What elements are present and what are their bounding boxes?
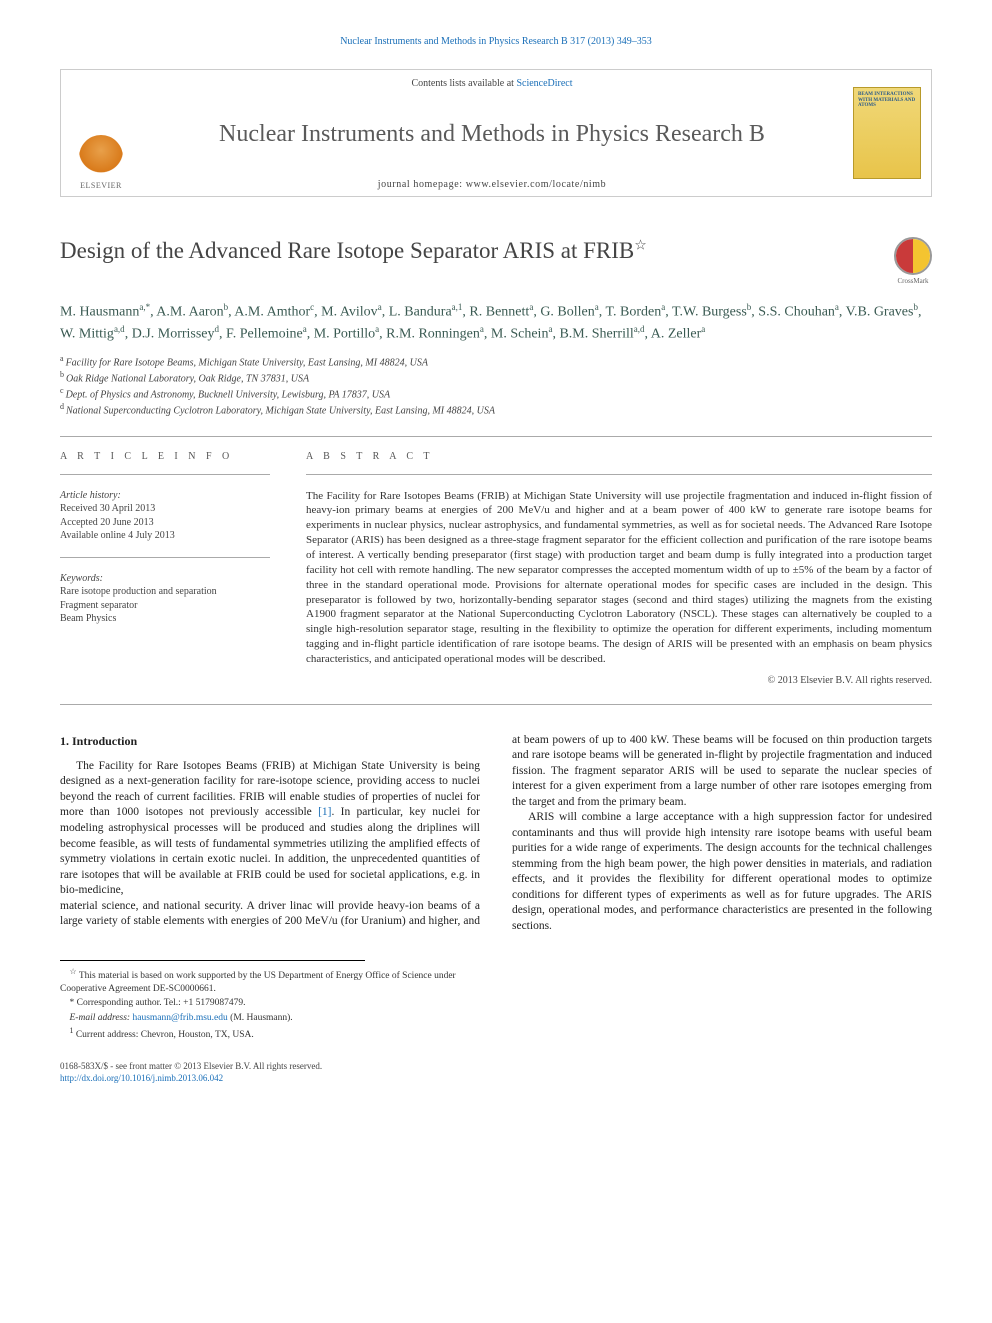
affiliations: aFacility for Rare Isotope Beams, Michig…	[60, 354, 932, 417]
keyword-1: Rare isotope production and separation	[60, 585, 270, 599]
affiliation-d: dNational Superconducting Cyclotron Labo…	[60, 402, 932, 418]
email-suffix: (M. Hausmann).	[228, 1013, 293, 1023]
crossmark-badge[interactable]: CrossMark	[894, 237, 932, 285]
crossmark-label: CrossMark	[897, 277, 928, 285]
rule-above-info	[60, 436, 932, 437]
history-accepted: Accepted 20 June 2013	[60, 516, 270, 530]
footnotes: ☆ This material is based on work support…	[60, 967, 480, 1041]
section-1-heading: 1. Introduction	[60, 733, 480, 749]
email-link[interactable]: hausmann@frib.msu.edu	[132, 1013, 227, 1023]
journal-homepage-line: journal homepage: www.elsevier.com/locat…	[153, 179, 831, 190]
keyword-2: Fragment separator	[60, 599, 270, 613]
journal-banner: ELSEVIER Contents lists available at Sci…	[60, 69, 932, 197]
author-list: M. Hausmanna,*, A.M. Aaronb, A.M. Amthor…	[60, 301, 932, 344]
homepage-url[interactable]: www.elsevier.com/locate/nimb	[466, 179, 607, 190]
body-paragraph-3: ARIS will combine a large acceptance wit…	[512, 810, 932, 934]
reference-link-1[interactable]: [1]	[318, 806, 331, 818]
page: Nuclear Instruments and Methods in Physi…	[0, 0, 992, 1125]
body-two-column: 1. Introduction The Facility for Rare Is…	[60, 733, 932, 935]
doi-link[interactable]: http://dx.doi.org/10.1016/j.nimb.2013.06…	[60, 1073, 223, 1083]
page-footer: 0168-583X/$ - see front matter © 2013 El…	[60, 1061, 932, 1084]
rule-abstract	[306, 474, 932, 475]
abstract-copyright: © 2013 Elsevier B.V. All rights reserved…	[306, 675, 932, 686]
footnote-corresponding: * Corresponding author. Tel.: +1 5179087…	[60, 997, 480, 1009]
article-info-label: A R T I C L E I N F O	[60, 451, 270, 462]
article-title: Design of the Advanced Rare Isotope Sepa…	[60, 237, 647, 266]
article-title-text: Design of the Advanced Rare Isotope Sepa…	[60, 238, 634, 263]
title-footnote-star: ☆	[634, 238, 647, 253]
footnote-star: ☆ This material is based on work support…	[60, 967, 480, 995]
history-online: Available online 4 July 2013	[60, 529, 270, 543]
history-received: Received 30 April 2013	[60, 502, 270, 516]
article-history: Article history: Received 30 April 2013 …	[60, 489, 270, 543]
homepage-prefix: journal homepage:	[378, 179, 466, 190]
journal-name: Nuclear Instruments and Methods in Physi…	[153, 121, 831, 148]
keyword-3: Beam Physics	[60, 612, 270, 626]
banner-center: Contents lists available at ScienceDirec…	[141, 70, 843, 196]
email-label: E-mail address:	[70, 1013, 133, 1023]
article-info-column: A R T I C L E I N F O Article history: R…	[60, 451, 270, 686]
keywords-block: Keywords: Rare isotope production and se…	[60, 572, 270, 626]
rule-info-1	[60, 474, 270, 475]
body-p1-b: . In particular, key nuclei for modeling…	[60, 806, 480, 896]
abstract-column: A B S T R A C T The Facility for Rare Is…	[306, 451, 932, 686]
keywords-label: Keywords:	[60, 572, 270, 586]
footnote-star-text: This material is based on work supported…	[60, 972, 456, 994]
contents-lists-line: Contents lists available at ScienceDirec…	[153, 78, 831, 89]
footnotes-rule	[60, 960, 365, 967]
info-abstract-row: A R T I C L E I N F O Article history: R…	[60, 451, 932, 686]
contents-prefix: Contents lists available at	[411, 78, 516, 89]
footnote-addr1-text: Current address: Chevron, Houston, TX, U…	[76, 1030, 254, 1040]
history-label: Article history:	[60, 489, 270, 503]
affiliation-a: aFacility for Rare Isotope Beams, Michig…	[60, 354, 932, 370]
sciencedirect-link[interactable]: ScienceDirect	[516, 78, 572, 89]
elsevier-tree-icon	[79, 135, 123, 179]
affiliation-c-text: Dept. of Physics and Astronomy, Bucknell…	[66, 389, 391, 400]
banner-publisher-logo-area: ELSEVIER	[61, 70, 141, 196]
running-header: Nuclear Instruments and Methods in Physi…	[60, 36, 932, 47]
body-paragraph-1: The Facility for Rare Isotopes Beams (FR…	[60, 759, 480, 899]
affiliation-b-text: Oak Ridge National Laboratory, Oak Ridge…	[66, 373, 309, 384]
elsevier-logo[interactable]: ELSEVIER	[71, 135, 131, 190]
journal-cover-thumbnail[interactable]: BEAM INTERACTIONS WITH MATERIALS AND ATO…	[853, 87, 921, 179]
crossmark-icon	[894, 237, 932, 275]
footnote-email: E-mail address: hausmann@frib.msu.edu (M…	[60, 1012, 480, 1024]
elsevier-label: ELSEVIER	[71, 181, 131, 190]
affiliation-d-text: National Superconducting Cyclotron Labor…	[66, 405, 495, 416]
affiliation-c: cDept. of Physics and Astronomy, Bucknel…	[60, 386, 932, 402]
affiliation-a-text: Facility for Rare Isotope Beams, Michiga…	[66, 358, 428, 369]
banner-cover-area: BEAM INTERACTIONS WITH MATERIALS AND ATO…	[843, 70, 931, 196]
abstract-text: The Facility for Rare Isotopes Beams (FR…	[306, 489, 932, 667]
rule-below-abstract	[60, 704, 932, 705]
title-row: Design of the Advanced Rare Isotope Sepa…	[60, 237, 932, 285]
issn-line: 0168-583X/$ - see front matter © 2013 El…	[60, 1061, 932, 1073]
abstract-label: A B S T R A C T	[306, 451, 932, 462]
affiliation-b: bOak Ridge National Laboratory, Oak Ridg…	[60, 370, 932, 386]
rule-info-2	[60, 557, 270, 558]
footnote-corr-text: Corresponding author. Tel.: +1 517908747…	[77, 998, 246, 1008]
footnote-current-address: 1 Current address: Chevron, Houston, TX,…	[60, 1026, 480, 1042]
